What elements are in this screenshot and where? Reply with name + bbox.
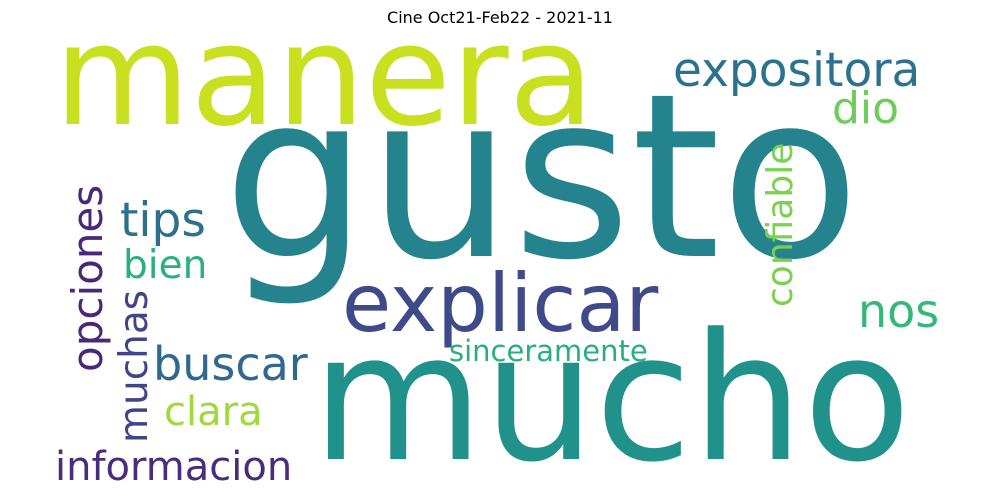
word-informacion: informacion [55, 444, 293, 485]
word-gusto: gusto [223, 44, 860, 310]
word-confiable: confiable [760, 142, 801, 307]
word-sinceramente: sinceramente [449, 334, 648, 368]
word-tips: tips [120, 193, 206, 248]
word-manera: manera [54, 35, 595, 158]
word-bien: bien [123, 243, 208, 288]
word-opciones: opciones [63, 184, 112, 372]
word-muchas: muchas [112, 289, 157, 443]
word-cloud: manera gusto mucho explicar expositora d… [50, 35, 950, 485]
word-buscar: buscar [153, 337, 308, 391]
word-nos: nos [858, 284, 940, 338]
word-clara: clara [164, 389, 263, 435]
word-mucho: mucho [312, 296, 911, 486]
word-expositora: expositora [673, 43, 921, 98]
word-explicar: explicar [342, 257, 659, 350]
word-dio: dio [832, 83, 900, 134]
chart-title: Cine Oct21-Feb22 - 2021-11 [387, 8, 613, 27]
